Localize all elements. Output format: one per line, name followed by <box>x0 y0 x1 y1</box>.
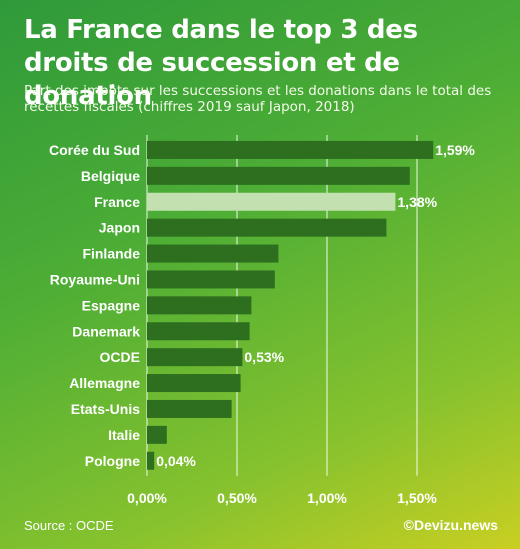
x-tick-label: 0,50% <box>217 490 257 506</box>
bar-4 <box>147 244 279 263</box>
bar-0 <box>147 140 434 159</box>
x-tick-label: 1,50% <box>397 490 437 506</box>
bars <box>147 140 434 470</box>
data-label: 0,53% <box>244 349 284 365</box>
bar-12 <box>147 451 155 470</box>
category-label: OCDE <box>100 349 140 365</box>
category-label: Espagne <box>82 297 141 313</box>
bar-5 <box>147 270 275 289</box>
category-label: Etats-Unis <box>71 401 140 417</box>
data-label: 0,04% <box>156 453 196 469</box>
x-tick-label: 1,00% <box>307 490 347 506</box>
category-label: Belgique <box>81 168 140 184</box>
category-label: France <box>94 194 140 210</box>
labels: 0,00% 0,50% 1,00% 1,50% Corée du Sud 1,59% Bel… <box>49 142 475 506</box>
bar-11 <box>147 425 167 444</box>
category-label: Royaume-Uni <box>50 271 140 287</box>
category-label: Danemark <box>72 323 140 339</box>
bar-7 <box>147 322 250 341</box>
bar-9 <box>147 374 241 393</box>
data-label: 1,59% <box>435 142 475 158</box>
bar-1 <box>147 166 410 185</box>
bar-2 <box>147 192 396 211</box>
brand-credit: ©Devizu.news <box>403 517 498 533</box>
bar-6 <box>147 296 252 315</box>
data-label: 1,38% <box>397 194 437 210</box>
category-label: Allemagne <box>69 375 140 391</box>
bar-3 <box>147 218 387 237</box>
x-tick-label: 0,00% <box>127 490 167 506</box>
bar-10 <box>147 399 232 418</box>
bar-8 <box>147 348 243 367</box>
category-label: Japon <box>99 220 140 236</box>
category-label: Italie <box>108 427 140 443</box>
category-label: Finlande <box>82 246 140 262</box>
chart-subtitle: Part des impôts sur les successions et l… <box>24 83 492 115</box>
category-label: Corée du Sud <box>49 142 140 158</box>
source-note: Source : OCDE <box>24 518 114 533</box>
chart-title: La France dans le top 3 des droits de su… <box>24 15 418 111</box>
category-label: Pologne <box>85 453 140 469</box>
